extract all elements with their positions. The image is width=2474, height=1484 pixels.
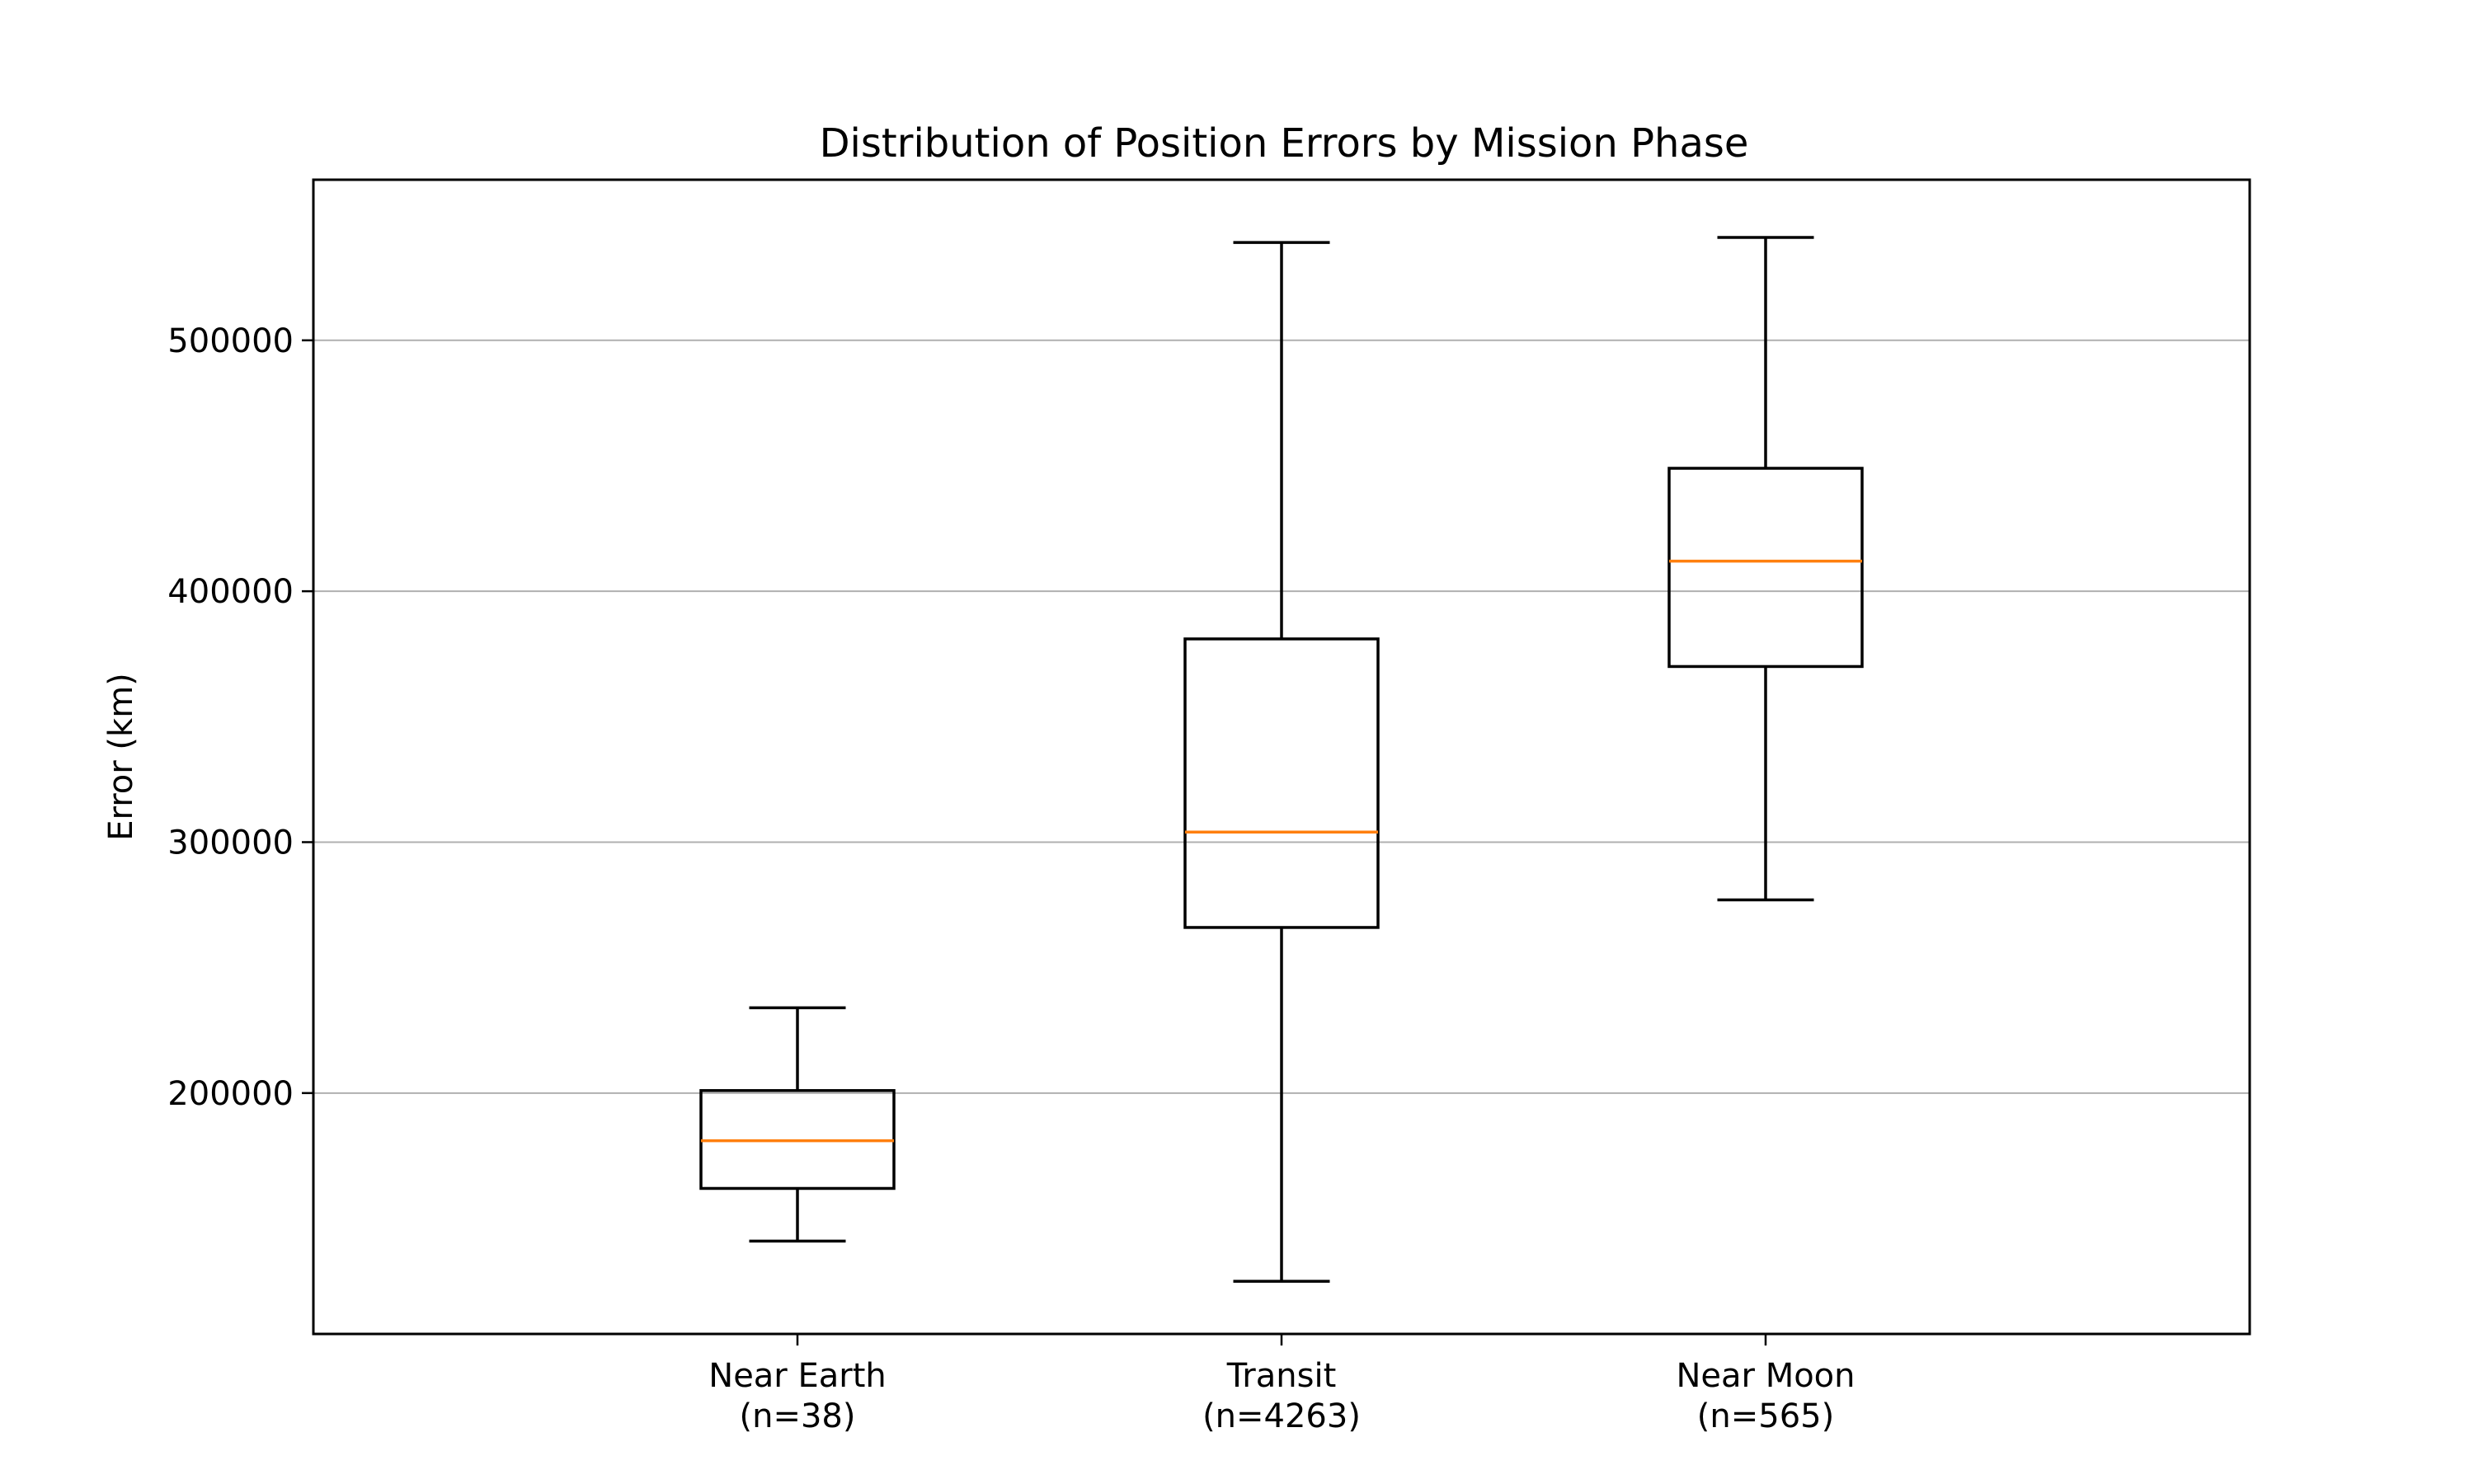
y-tick-label: 200000 [167, 1075, 294, 1113]
x-tick-count-label: (n=38) [740, 1397, 856, 1435]
y-axis-label: Error (km) [102, 673, 140, 841]
x-tick-label: Near Earth [708, 1357, 886, 1395]
x-tick-count-label: (n=565) [1697, 1397, 1834, 1435]
y-tick-label: 300000 [167, 824, 294, 862]
x-tick-count-label: (n=4263) [1202, 1397, 1361, 1435]
x-tick-label: Near Moon [1676, 1357, 1855, 1395]
box-plot-0 [699, 1006, 896, 1243]
y-axis: 200000 300000 400000 500000 [167, 322, 313, 1113]
x-axis: Near Earth(n=38) Transit(n=4263) Near Moon… [708, 1334, 1856, 1435]
box-plot-2 [1667, 236, 1864, 902]
y-tick-label: 400000 [167, 573, 294, 611]
iqr-box [1183, 637, 1380, 929]
chart-title: Distribution of Position Errors by Missi… [820, 120, 1749, 167]
x-tick-label: Transit [1226, 1357, 1337, 1395]
iqr-box [1667, 467, 1864, 669]
box-plot-1 [1183, 241, 1380, 1283]
box-plots [699, 236, 1864, 1283]
y-tick-label: 500000 [167, 322, 294, 360]
